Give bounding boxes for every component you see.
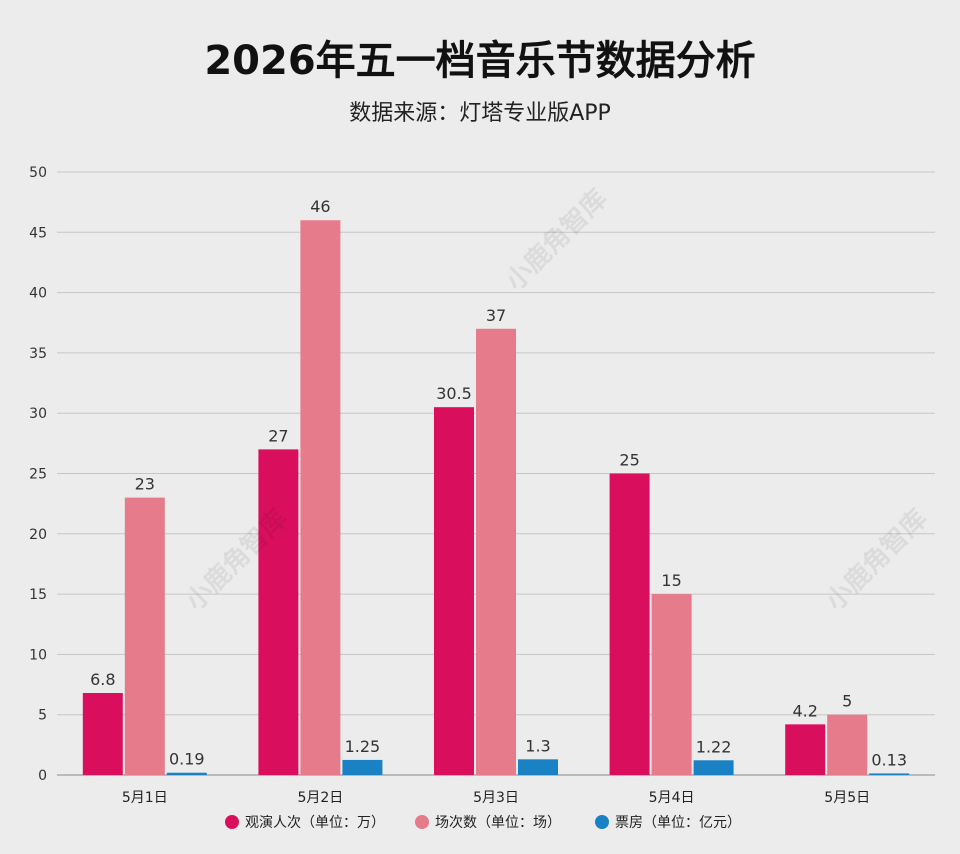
legend-marker: [225, 815, 239, 829]
bar: [166, 772, 207, 775]
legend-label: 票房（单位：亿元）: [615, 815, 741, 831]
data-label: 37: [486, 306, 506, 325]
data-label: 0.19: [169, 750, 205, 769]
data-label: 23: [135, 475, 155, 494]
x-tick-label: 5月5日: [824, 790, 870, 806]
bar: [693, 760, 734, 775]
legend-marker: [595, 815, 609, 829]
y-tick-label: 45: [29, 225, 47, 241]
data-label: 0.13: [871, 750, 907, 769]
bar: [476, 328, 516, 775]
y-tick-label: 5: [38, 708, 47, 724]
bar: [785, 724, 826, 775]
data-label: 46: [310, 197, 330, 216]
legend-label: 场次数（单位：场）: [435, 815, 561, 831]
bar: [342, 759, 383, 775]
x-tick-label: 5月1日: [122, 790, 168, 806]
bar: [82, 692, 123, 775]
data-label: 4.2: [792, 701, 817, 720]
data-label: 1.22: [696, 737, 732, 756]
bar: [869, 773, 910, 775]
data-label: 30.5: [436, 384, 472, 403]
legend-label: 观演人次（单位：万）: [245, 815, 385, 831]
y-tick-label: 40: [29, 286, 47, 302]
data-label: 15: [661, 571, 681, 590]
bar: [651, 594, 692, 775]
y-tick-label: 25: [29, 467, 47, 483]
data-label: 1.3: [525, 736, 550, 755]
bar: [609, 473, 650, 775]
data-label: 1.25: [345, 737, 381, 756]
y-tick-label: 0: [38, 768, 47, 784]
chart-subtitle: 数据来源：灯塔专业版APP: [349, 101, 611, 126]
data-label: 6.8: [90, 670, 115, 689]
y-tick-label: 20: [29, 527, 47, 543]
bar: [124, 497, 165, 775]
chart-title: 2026年五一档音乐节数据分析: [204, 38, 756, 84]
y-tick-label: 10: [29, 647, 47, 663]
bar: [258, 449, 299, 775]
x-tick-label: 5月4日: [649, 790, 695, 806]
bar: [434, 407, 474, 775]
bar: [300, 220, 341, 776]
y-tick-label: 30: [29, 406, 47, 422]
y-tick-label: 15: [29, 587, 47, 603]
bar: [518, 759, 558, 775]
data-label: 25: [619, 451, 639, 470]
data-label: 27: [268, 426, 288, 445]
bar: [827, 714, 868, 775]
x-tick-label: 5月3日: [473, 790, 519, 806]
y-tick-label: 35: [29, 346, 47, 362]
y-tick-label: 50: [29, 165, 47, 181]
legend-marker: [415, 815, 429, 829]
x-tick-label: 5月2日: [297, 790, 343, 806]
data-label: 5: [842, 692, 852, 711]
